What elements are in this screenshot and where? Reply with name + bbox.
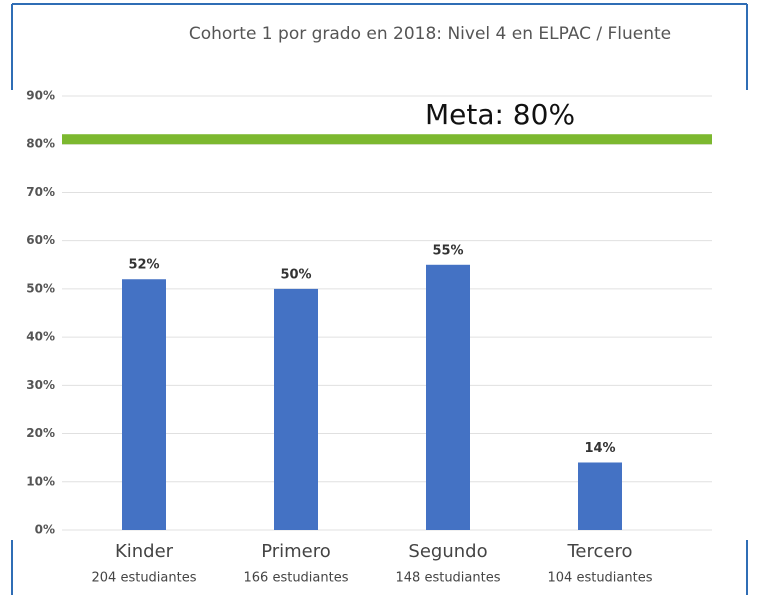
- x-tick-label: Segundo: [408, 541, 487, 562]
- x-tick-label: Kinder: [115, 541, 174, 562]
- target-line: [62, 134, 712, 145]
- y-tick-label: 20%: [26, 426, 55, 440]
- y-tick-label: 0%: [35, 523, 55, 537]
- bar: [426, 264, 470, 530]
- x-tick-label: Tercero: [566, 541, 632, 562]
- y-tick-label: 30%: [26, 378, 55, 392]
- y-tick-label: 60%: [26, 233, 55, 247]
- data-label: 14%: [584, 441, 615, 456]
- x-tick-note: 104 estudiantes: [548, 571, 653, 586]
- bar: [122, 279, 166, 530]
- bar: [578, 462, 622, 530]
- data-label: 52%: [128, 258, 159, 273]
- y-tick-label: 80%: [26, 137, 55, 151]
- bar: [274, 288, 318, 530]
- data-label: 50%: [280, 267, 311, 282]
- x-tick-note: 204 estudiantes: [92, 571, 197, 586]
- y-tick-label: 10%: [26, 474, 55, 488]
- x-tick-label: Primero: [261, 541, 331, 562]
- data-label: 55%: [432, 243, 463, 258]
- y-tick-label: 50%: [26, 281, 55, 295]
- y-tick-label: 90%: [26, 89, 55, 103]
- x-tick-note: 148 estudiantes: [396, 571, 501, 586]
- chart-title: Cohorte 1 por grado en 2018: Nivel 4 en …: [189, 24, 671, 44]
- y-tick-label: 40%: [26, 330, 55, 344]
- target-label: Meta: 80%: [425, 98, 575, 131]
- x-tick-note: 166 estudiantes: [244, 571, 349, 586]
- y-tick-label: 70%: [26, 185, 55, 199]
